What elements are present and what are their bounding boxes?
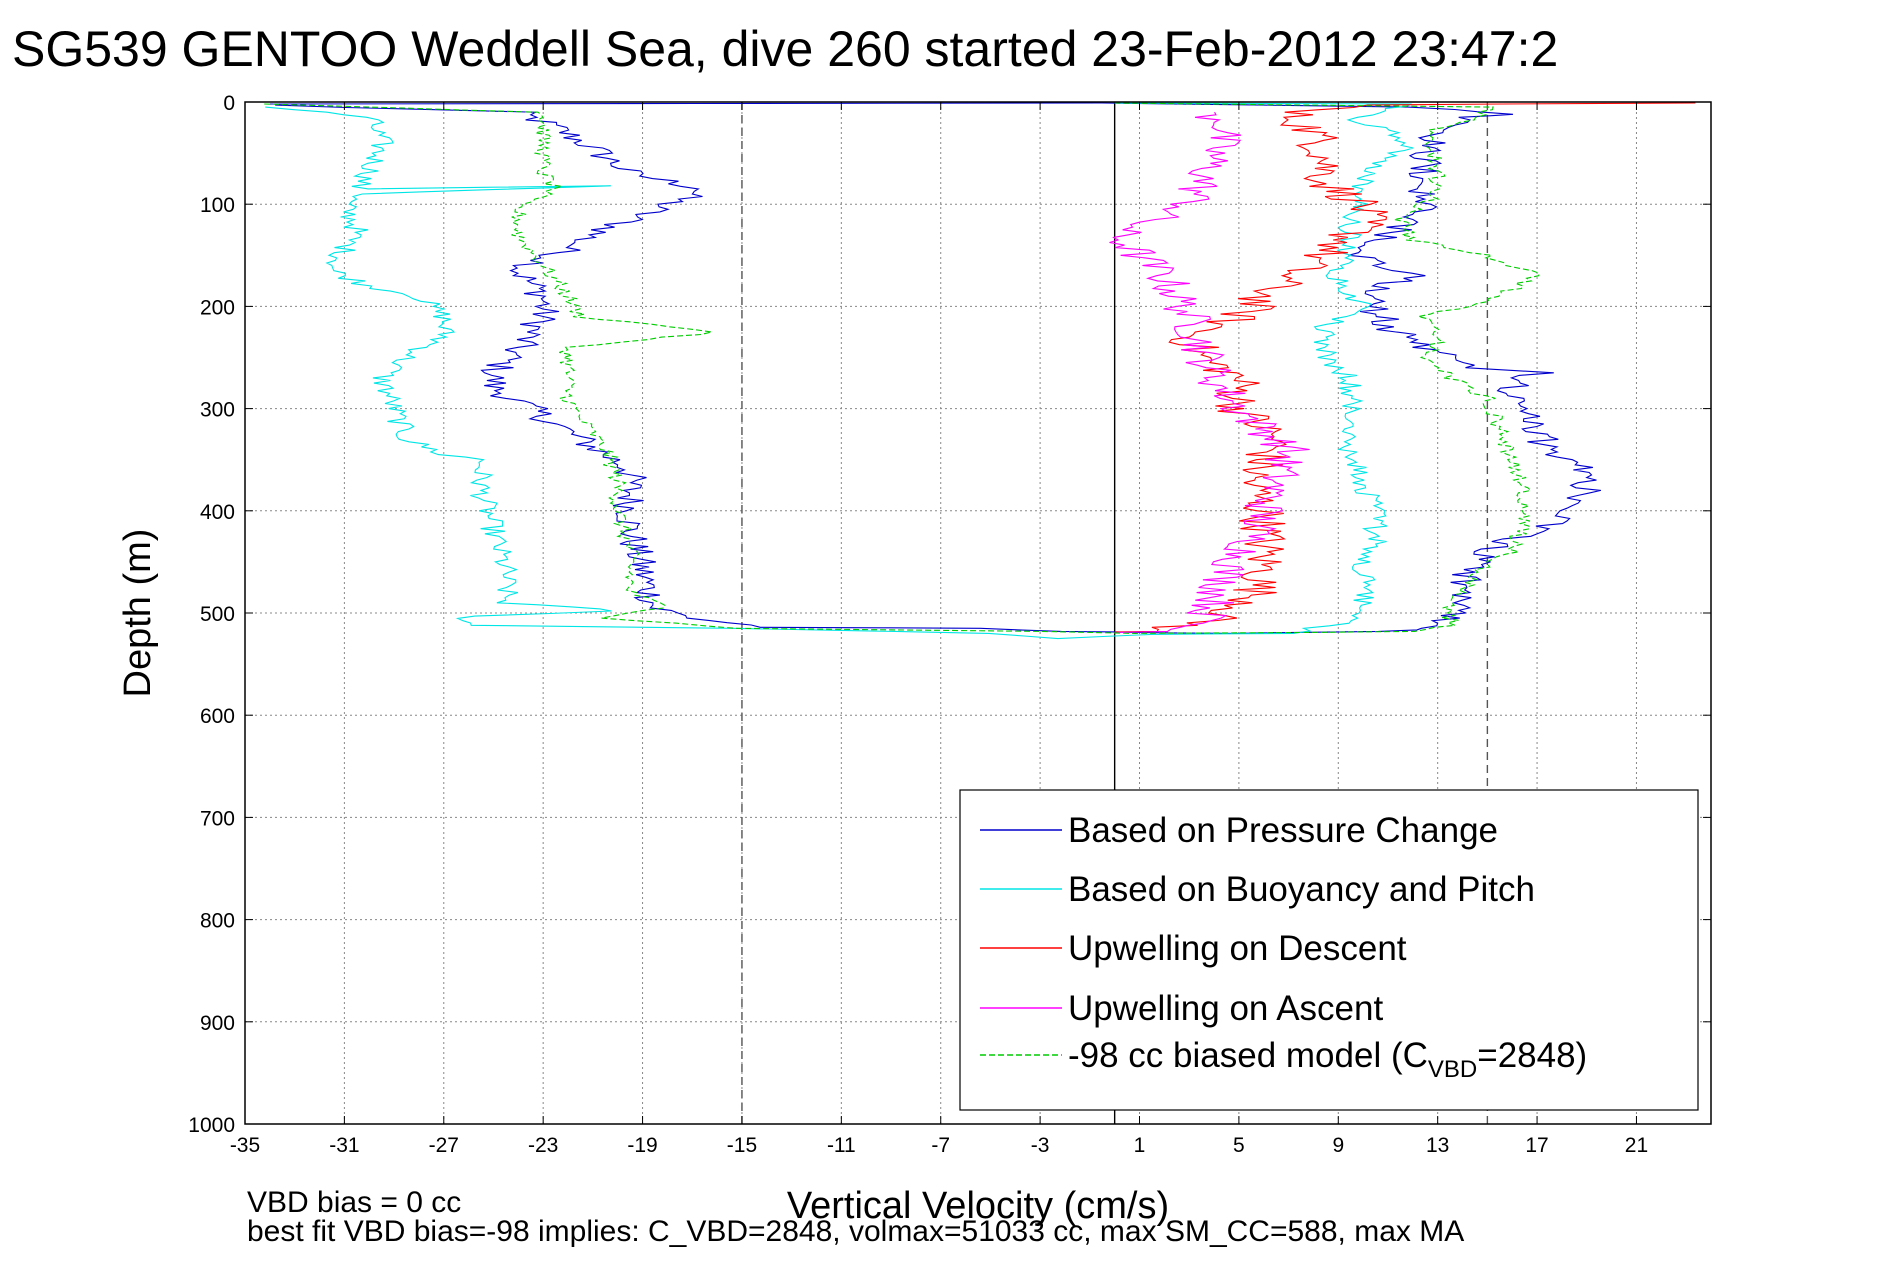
y-tick-label: 700 — [200, 807, 235, 830]
y-tick-label: 100 — [200, 194, 235, 217]
legend-label: Based on Pressure Change — [1068, 811, 1498, 850]
data-series — [264, 102, 1696, 640]
x-tick-label: -31 — [329, 1134, 359, 1157]
x-axis-ticks: -35 -31 -27 -23 -19 -15 -11 -7 -3 1 5 9 13 17 21 — [230, 102, 1648, 1157]
y-tick-label: 1000 — [188, 1114, 235, 1137]
legend-label: Based on Buoyancy and Pitch — [1068, 870, 1535, 909]
x-tick-label: 9 — [1332, 1134, 1344, 1157]
y-tick-label: 800 — [200, 910, 235, 933]
y-tick-label: 200 — [200, 296, 235, 319]
x-tick-label: -3 — [1031, 1134, 1050, 1157]
x-tick-label: -7 — [931, 1134, 950, 1157]
x-tick-label: 21 — [1625, 1134, 1648, 1157]
x-tick-label: -35 — [230, 1134, 260, 1157]
y-tick-label: 900 — [200, 1012, 235, 1035]
legend-label: Upwelling on Descent — [1068, 929, 1407, 968]
legend-label: Upwelling on Ascent — [1068, 989, 1383, 1028]
series-line-5 — [264, 102, 1540, 634]
footer-line-1: VBD bias = 0 cc — [247, 1186, 461, 1219]
y-axis-label: Depth (m) — [117, 529, 159, 698]
series-line-2 — [265, 102, 1414, 640]
series-line-1 — [269, 102, 1602, 634]
y-tick-label: 500 — [200, 603, 235, 626]
x-tick-label: -27 — [429, 1134, 459, 1157]
x-tick-label: 5 — [1233, 1134, 1245, 1157]
x-axis-label: Vertical Velocity (cm/s) — [787, 1185, 1169, 1227]
legend-box — [959, 789, 1699, 1111]
y-tick-label: 300 — [200, 399, 235, 422]
y-tick-label: 400 — [200, 501, 235, 524]
x-tick-label: 1 — [1134, 1134, 1146, 1157]
chart-title: SG539 GENTOO Weddell Sea, dive 260 start… — [12, 21, 1558, 77]
x-tick-label: -15 — [727, 1134, 757, 1157]
x-tick-label: 13 — [1426, 1134, 1449, 1157]
series-line-4 — [1109, 111, 1310, 634]
y-tick-label: 600 — [200, 705, 235, 728]
y-tick-label: 0 — [223, 92, 235, 115]
legend: Based on Pressure Change Based on Buoyanc… — [959, 789, 1699, 1111]
x-tick-label: 17 — [1525, 1134, 1548, 1157]
x-tick-label: -23 — [528, 1134, 558, 1157]
x-tick-label: -11 — [827, 1134, 856, 1157]
x-tick-label: -19 — [627, 1134, 657, 1157]
footer-line-2: best fit VBD bias=-98 implies: C_VBD=284… — [247, 1215, 1464, 1248]
y-axis-ticks: 0 100 200 300 400 500 600 700 800 900 1000 — [188, 92, 1711, 1137]
